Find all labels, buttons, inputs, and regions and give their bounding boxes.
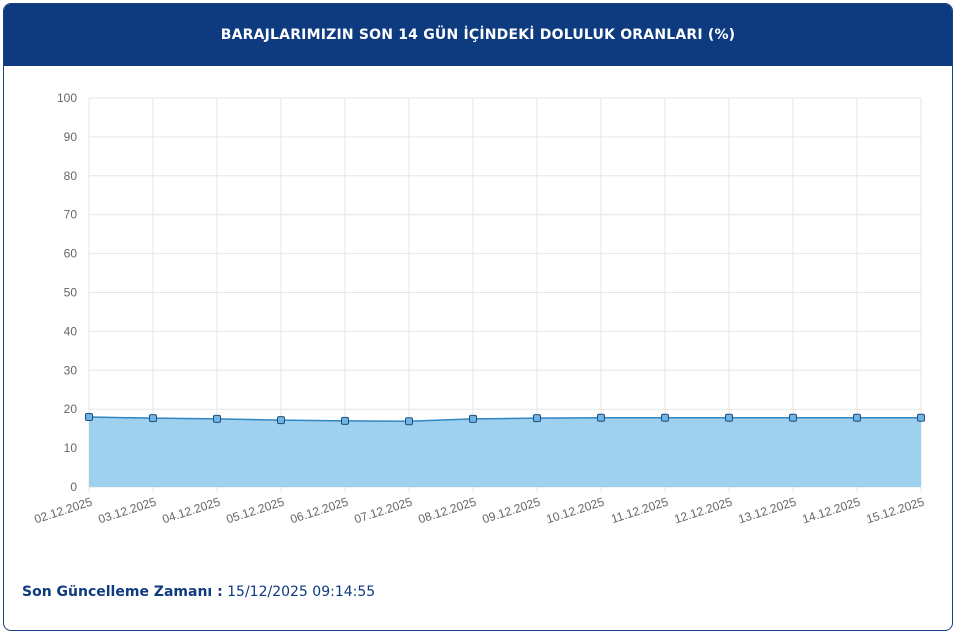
x-tick-label: 05.12.2025: [224, 494, 286, 526]
x-tick-label: 02.12.2025: [32, 494, 94, 526]
y-tick-label: 0: [70, 480, 77, 494]
x-tick-label: 09.12.2025: [480, 494, 542, 526]
y-tick-label: 100: [57, 91, 77, 105]
footer-value: 15/12/2025 09:14:55: [227, 584, 376, 600]
point-marker: [213, 414, 221, 423]
point-marker: [661, 413, 669, 422]
point-marker: [597, 413, 605, 422]
y-tick-label: 40: [64, 324, 78, 338]
x-tick-label: 14.12.2025: [800, 494, 862, 526]
x-tick-label: 12.12.2025: [672, 494, 734, 526]
footer-label: Son Güncelleme Zamanı :: [22, 584, 223, 600]
x-tick-label: 03.12.2025: [96, 494, 158, 526]
point-marker: [341, 416, 349, 425]
x-tick-label: 15.12.2025: [864, 494, 926, 526]
point-marker: [917, 413, 925, 422]
y-tick-label: 80: [64, 169, 78, 183]
x-tick-label: 07.12.2025: [352, 494, 414, 526]
y-tick-label: 70: [64, 208, 78, 222]
x-tick-label: 06.12.2025: [288, 494, 350, 526]
point-marker: [277, 416, 285, 425]
y-tick-label: 50: [64, 286, 78, 300]
point-marker: [533, 414, 541, 423]
x-tick-label: 13.12.2025: [736, 494, 798, 526]
chart-title: BARAJLARIMIZIN SON 14 GÜN İÇİNDEKİ DOLUL…: [4, 4, 952, 66]
point-marker: [725, 413, 733, 422]
y-tick-label: 10: [64, 441, 78, 455]
point-marker: [405, 417, 413, 426]
y-tick-label: 20: [64, 402, 78, 416]
point-marker: [149, 414, 157, 423]
point-marker: [853, 413, 861, 422]
y-tick-label: 60: [64, 247, 78, 261]
area: [89, 416, 921, 487]
point-marker: [469, 414, 477, 423]
point-marker: [789, 413, 797, 422]
card: BARAJLARIMIZIN SON 14 GÜN İÇİNDEKİ DOLUL…: [3, 3, 953, 631]
x-tick-label: 10.12.2025: [544, 494, 606, 526]
footer: Son Güncelleme Zamanı : 15/12/2025 09:14…: [22, 584, 375, 600]
point-marker: [85, 412, 93, 421]
y-tick-label: 90: [64, 130, 78, 144]
y-tick-label: 30: [64, 363, 78, 377]
x-tick-label: 08.12.2025: [416, 494, 478, 526]
x-tick-label: 11.12.2025: [609, 494, 670, 526]
x-tick-label: 04.12.2025: [160, 494, 222, 526]
line: [88, 416, 921, 423]
